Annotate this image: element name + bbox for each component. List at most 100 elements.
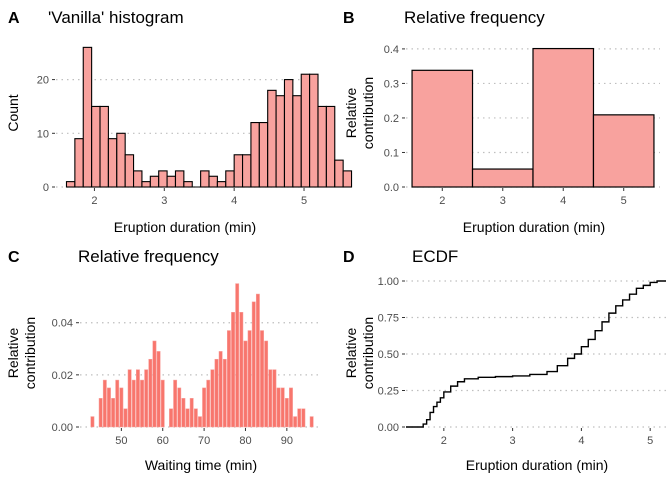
- bar: [116, 132, 126, 188]
- y-tick-label: 0.00: [52, 422, 73, 434]
- bar: [91, 105, 101, 188]
- x-tick-label: 3: [500, 195, 506, 207]
- y-axis: 0.00 0.02 0.04: [52, 318, 79, 434]
- y-tick-label: 0.00: [378, 422, 399, 434]
- x-axis-title: Eruption duration (min): [466, 457, 608, 473]
- bar: [264, 340, 269, 428]
- x-tick-label: 2: [441, 435, 447, 447]
- bar: [148, 358, 153, 428]
- y-axis: 0.00 0.25 0.50 0.75 1.00: [378, 276, 405, 434]
- bar: [239, 312, 244, 428]
- chart-title: Relative frequency: [78, 247, 219, 266]
- bar: [141, 181, 151, 188]
- bar: [216, 181, 227, 188]
- bar: [214, 358, 219, 428]
- bar: [297, 408, 302, 428]
- bar: [231, 312, 235, 428]
- bar: [208, 175, 218, 188]
- y-axis-title-line2: contribution: [22, 317, 38, 389]
- bar: [471, 168, 534, 188]
- bar: [198, 416, 202, 428]
- x-tick-label: 50: [115, 435, 127, 447]
- x-axis: 2 3 4 5: [91, 188, 307, 207]
- x-tick-label: 90: [281, 435, 293, 447]
- bar: [325, 105, 336, 188]
- bar: [82, 46, 93, 188]
- y-axis-title-line2: contribution: [360, 77, 376, 149]
- bars: [411, 47, 655, 188]
- bar: [309, 416, 314, 428]
- bar: [275, 95, 286, 188]
- y-tick-label: 10: [37, 128, 49, 140]
- bar: [107, 387, 111, 428]
- bar: [102, 379, 107, 428]
- x-tick-label: 80: [239, 435, 251, 447]
- bar: [65, 181, 76, 188]
- bar: [173, 379, 178, 428]
- ecdf-step-line: [406, 280, 666, 428]
- x-axis-title: Eruption duration (min): [114, 219, 256, 235]
- bar: [292, 95, 302, 188]
- bar: [293, 416, 298, 428]
- bar: [218, 351, 223, 428]
- y-tick-label: 0.02: [52, 370, 73, 382]
- bar: [210, 369, 215, 428]
- y-tick-label: 0: [43, 182, 49, 194]
- y-tick-label: 0.3: [384, 78, 399, 90]
- panel-tag: D: [343, 249, 355, 266]
- x-tick-label: 4: [578, 435, 584, 447]
- bar: [247, 330, 252, 428]
- bar: [74, 138, 84, 188]
- bar: [411, 69, 474, 188]
- bar: [200, 170, 210, 188]
- bar: [144, 369, 149, 428]
- bar: [317, 105, 327, 188]
- y-axis: 0 10 20: [37, 75, 55, 194]
- y-tick-label: 0.50: [378, 349, 399, 361]
- bar: [235, 283, 240, 428]
- bar: [243, 340, 248, 428]
- bars: [90, 283, 314, 428]
- x-tick-label: 3: [161, 195, 167, 207]
- x-axis: 50 60 70 80 90: [115, 428, 293, 447]
- x-tick-label: 4: [231, 195, 237, 207]
- bar: [131, 379, 136, 428]
- bar: [309, 73, 319, 188]
- bar: [202, 387, 207, 428]
- panel-c: C Relative frequency 0.00 0.02 0.04 50 60 70…: [5, 247, 322, 473]
- bar: [149, 175, 160, 188]
- x-tick-label: 5: [301, 195, 307, 207]
- y-axis-title: Count: [5, 94, 21, 131]
- chart-title: 'Vanilla' histogram: [48, 8, 184, 27]
- bar: [283, 79, 294, 188]
- bar: [133, 170, 143, 188]
- bar: [169, 408, 173, 428]
- bar: [115, 379, 120, 428]
- panel-a: A 'Vanilla' histogram 0 10 20 2 3 4 5 Eruptio…: [5, 8, 353, 235]
- chart-title: Relative frequency: [404, 8, 545, 27]
- x-tick-label: 5: [621, 195, 627, 207]
- y-tick-label: 0.1: [384, 147, 399, 159]
- bar: [267, 89, 277, 188]
- bar: [342, 170, 353, 188]
- bar: [152, 340, 157, 428]
- bar: [532, 47, 595, 188]
- x-tick-label: 4: [560, 195, 566, 207]
- bar: [300, 73, 311, 188]
- gridlines: [406, 280, 666, 428]
- x-axis-title: Eruption duration (min): [463, 219, 605, 235]
- y-tick-label: 0.4: [384, 44, 399, 56]
- bar: [177, 387, 182, 428]
- bar: [233, 154, 244, 188]
- y-tick-label: 0.25: [378, 386, 399, 398]
- ecdf-line: [406, 280, 666, 428]
- panel-d: D ECDF 0.00 0.25 0.50 0.75 1.00 2 3 4 5 Eruptio…: [343, 247, 666, 473]
- x-axis: 2 3 4 5: [441, 428, 653, 447]
- x-tick-label: 2: [439, 195, 445, 207]
- bar: [111, 398, 115, 428]
- y-axis-title-line2: contribution: [360, 317, 376, 389]
- bar: [183, 181, 193, 188]
- bar: [185, 408, 190, 428]
- y-tick-label: 0.04: [52, 318, 73, 330]
